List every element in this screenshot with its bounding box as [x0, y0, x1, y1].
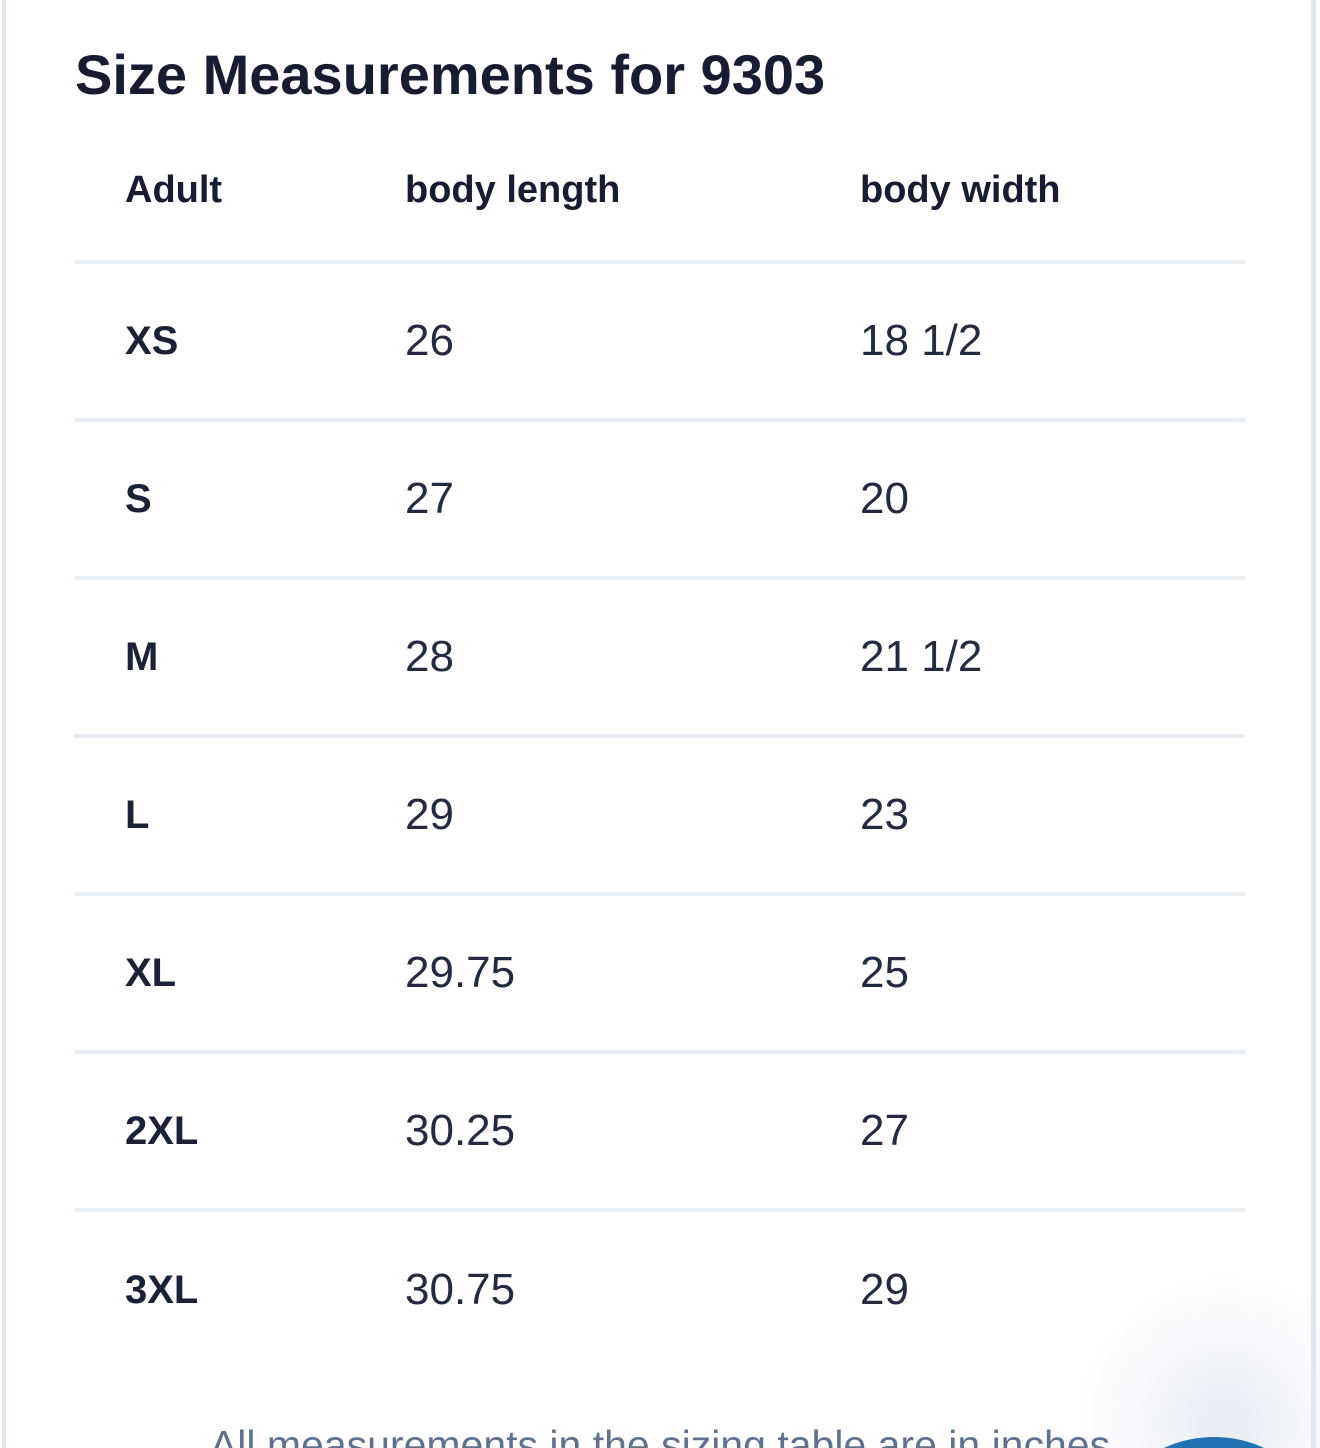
- table-row: S 27 20: [74, 420, 1245, 580]
- column-header-adult: Adult: [74, 120, 405, 264]
- table-row: XL 29.75 25: [74, 894, 1245, 1054]
- table-row: XS 26 18 1/2: [74, 262, 1245, 422]
- table-row: 2XL 30.25 27: [74, 1052, 1245, 1212]
- body-length-cell: 29.75: [405, 894, 860, 1054]
- body-width-cell: 21 1/2: [860, 578, 1245, 738]
- column-header-body-length: body length: [405, 120, 860, 264]
- size-cell: L: [74, 736, 405, 896]
- size-cell: M: [74, 578, 405, 738]
- size-cell: 2XL: [74, 1052, 405, 1212]
- body-length-cell: 29: [405, 736, 860, 896]
- size-cell: 3XL: [125, 1267, 199, 1312]
- size-cell: XL: [74, 894, 405, 1054]
- size-cell: XS: [74, 262, 405, 422]
- body-length-cell: 26: [405, 262, 860, 422]
- body-length-cell: 28: [405, 578, 860, 738]
- table-row: L 29 23: [74, 736, 1245, 896]
- table-row: M 28 21 1/2: [74, 578, 1245, 738]
- body-length-cell: 27: [405, 420, 860, 580]
- body-width-cell: 29: [860, 1265, 909, 1314]
- size-measurements-table: Adult body length body width XS 26 18 1/…: [74, 120, 1245, 1368]
- body-width-cell: 23: [860, 736, 1245, 896]
- right-page-border: [1311, 0, 1316, 1448]
- table-row: 3XL 30.75 29: [74, 1210, 1245, 1368]
- body-width-cell: 25: [860, 894, 1245, 1054]
- table-header-row: Adult body length body width: [74, 120, 1245, 264]
- body-length-cell: 30.25: [405, 1052, 860, 1212]
- page-title: Size Measurements for 9303: [75, 43, 826, 106]
- measurement-note: All measurements in the sizing table are…: [209, 1422, 1111, 1448]
- body-width-cell: 20: [860, 420, 1245, 580]
- body-width-cell: 27: [860, 1052, 1245, 1212]
- body-width-cell: 18 1/2: [860, 262, 1245, 422]
- column-header-body-width: body width: [860, 120, 1245, 264]
- size-cell: S: [74, 420, 405, 580]
- body-length-cell: 30.75: [405, 1265, 516, 1314]
- left-page-border: [2, 0, 6, 1448]
